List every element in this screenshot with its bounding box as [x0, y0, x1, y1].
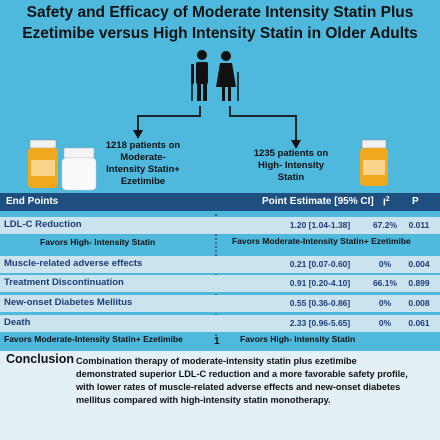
pill-bottle-icon: [28, 139, 97, 191]
table-row: LDL-C Reduction 1.20 [1.04-1.38] 67.2% 0…: [0, 217, 440, 234]
header-estimate: Point Estimate [95% CI]: [262, 196, 374, 207]
table-row: Death 2.33 [0.96-5.65] 0% 0.061: [0, 315, 440, 332]
arrow-icon: [137, 106, 297, 142]
group-right-label: 1235 patients on High- Intensity Statin: [253, 148, 329, 183]
pill-bottle-icon: [360, 139, 388, 186]
conclusion-text: Combination therapy of moderate-intensit…: [76, 356, 408, 405]
group-left-label: 1218 patients on Moderate- Intensity Sta…: [105, 140, 181, 187]
elderly-couple-icon: [191, 50, 239, 101]
favors-top-right: Favors Moderate-Intensity Statin+ Ezetim…: [232, 236, 411, 246]
table-row: New-onset Diabetes Mellitus 0.55 [0.36-0…: [0, 295, 440, 312]
title-line-2: Ezetimibe versus High Intensity Statin i…: [22, 25, 418, 42]
header-p: P: [412, 196, 419, 207]
table-row: Treatment Discontinuation 0.91 [0.20-4.1…: [0, 275, 440, 292]
table-row: Muscle-related adverse effects 0.21 [0.0…: [0, 256, 440, 273]
table-header: End Points Point Estimate [95% CI] I2 P: [0, 193, 440, 211]
title-line-1: Safety and Efficacy of Moderate Intensit…: [26, 4, 414, 21]
header-i2: I2: [383, 196, 390, 209]
axis-one-label: 1: [214, 336, 220, 347]
favors-top-left: Favors High- Intensity Statin: [40, 237, 156, 247]
page-title: Safety and Efficacy of Moderate Intensit…: [0, 2, 440, 44]
favors-bottom-left: Favors Moderate-Intensity Statin+ Ezetim…: [4, 334, 183, 344]
header-endpoints: End Points: [6, 196, 59, 207]
favors-bottom-right: Favors High- Intensity Statin: [240, 334, 356, 344]
conclusion-heading: Conclusion: [6, 352, 75, 366]
conclusion-box: [0, 351, 440, 440]
